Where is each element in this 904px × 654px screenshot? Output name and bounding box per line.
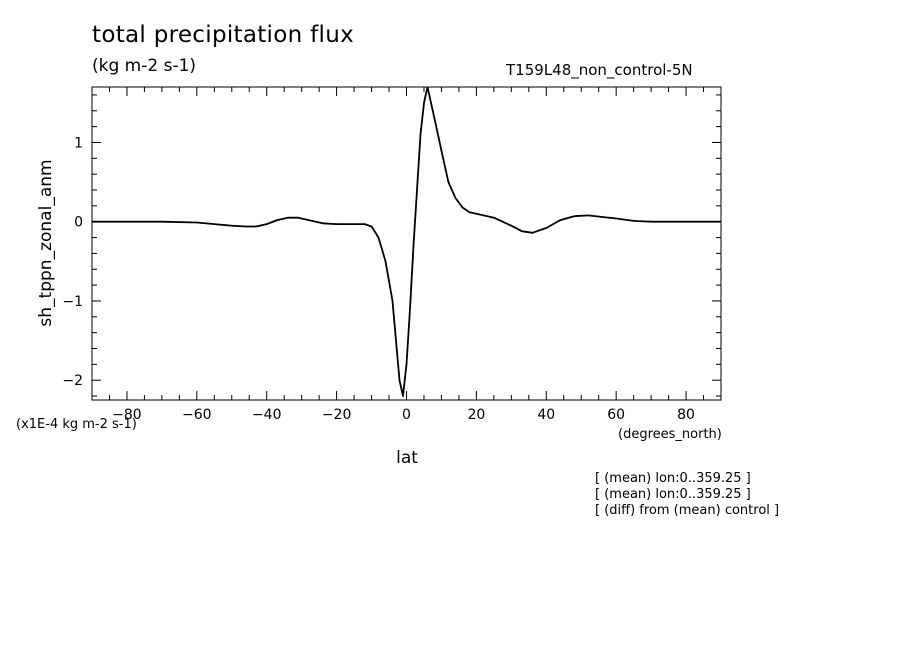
annotation-line-2: [ (mean) lon:0..359.25 ] [595,487,751,502]
axis-ticks: −80 −60 −40 −20 0 20 40 60 80 −2 −1 0 1 [62,87,722,423]
y-axis-label: sh_tppn_zonal_anm [36,159,56,326]
x-axis-label: lat [396,448,418,468]
x-tick-label: 40 [537,407,555,423]
x-tick-label: −40 [252,407,282,423]
x-tick-label: 0 [402,407,411,423]
x-tick-label: −60 [182,407,212,423]
run-label: T159L48_non_control-5N [506,61,693,79]
x-tick-label: 80 [677,407,695,423]
y-tick-label: −1 [62,294,83,310]
y-tick-label: 0 [74,215,83,231]
y-tick-label: −2 [62,373,83,389]
x-axis-units: (degrees_north) [618,427,722,442]
y-scale-label: (x1E-4 kg m-2 s-1) [16,417,137,432]
x-tick-label: 20 [467,407,485,423]
y-tick-label: 1 [74,135,83,151]
series-line-1 [92,87,721,397]
annotation-line-1: [ (mean) lon:0..359.25 ] [595,471,751,486]
x-tick-label: −20 [322,407,352,423]
x-tick-label: −80 [112,407,142,423]
annotation-line-3: [ (diff) from (mean) control ] [595,503,779,518]
chart-units: (kg m-2 s-1) [92,56,197,76]
chart-title: total precipitation flux [92,22,354,48]
x-tick-label: 60 [607,407,625,423]
